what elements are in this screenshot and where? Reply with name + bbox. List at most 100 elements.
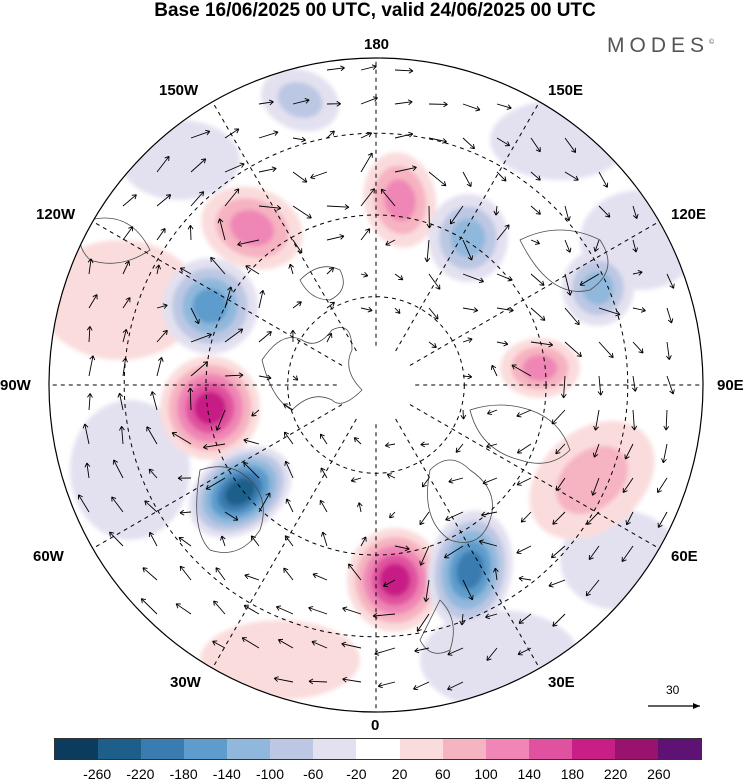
reference-vector xyxy=(648,703,700,709)
wind-arrow xyxy=(243,604,260,615)
wind-arrow xyxy=(486,443,498,449)
wind-arrow xyxy=(426,205,433,229)
wind-arrow xyxy=(175,603,192,615)
wind-arrow xyxy=(142,567,158,581)
wind-arrow xyxy=(140,598,158,615)
wind-arrow xyxy=(171,432,192,445)
wind-arrow xyxy=(530,341,554,348)
wind-arrow xyxy=(416,613,430,632)
wind-arrow xyxy=(516,545,532,554)
colorbar-tick-label: 60 xyxy=(435,766,451,782)
label-150w: 150W xyxy=(159,82,199,99)
wind-arrow xyxy=(516,409,532,418)
wind-arrow xyxy=(237,239,260,247)
wind-arrow xyxy=(394,165,417,173)
wind-arrow xyxy=(224,372,244,379)
wind-arrow xyxy=(205,477,226,490)
wind-arrow xyxy=(585,579,600,597)
wind-arrow xyxy=(111,496,124,513)
wind-arrow xyxy=(308,606,328,615)
wind-arrow xyxy=(360,96,378,105)
colorbar-swatch xyxy=(227,739,271,759)
wind-arrow xyxy=(530,307,546,321)
wind-arrow xyxy=(380,188,396,207)
wind-arrow xyxy=(530,137,541,153)
wind-arrow xyxy=(326,130,335,139)
colorbar-tick-label: -140 xyxy=(212,766,241,782)
wind-arrow xyxy=(122,328,129,343)
wind-arrow xyxy=(564,341,582,358)
wind-arrow xyxy=(550,545,566,559)
wind-arrow xyxy=(447,647,464,656)
wind-arrow xyxy=(462,137,476,150)
wind-arrow xyxy=(428,101,448,108)
wind-arrow xyxy=(385,239,396,246)
wind-arrow xyxy=(213,600,226,615)
wind-arrow xyxy=(290,329,296,343)
anomaly-contour xyxy=(582,271,614,305)
wind-arrow xyxy=(455,443,464,453)
wind-arrow xyxy=(593,239,600,252)
wind-arrow xyxy=(292,375,299,381)
wind-arrow xyxy=(624,443,634,460)
wind-arrow xyxy=(187,225,194,241)
coastline xyxy=(299,266,344,301)
wind-vectors xyxy=(77,64,675,691)
wind-arrow xyxy=(530,239,541,245)
wind-arrow xyxy=(341,641,362,649)
wind-arrow xyxy=(144,500,158,513)
wind-arrow xyxy=(551,409,566,425)
wind-arrow xyxy=(586,511,600,526)
wind-arrow xyxy=(326,267,335,275)
wind-arrow xyxy=(360,152,373,173)
wind-arrow xyxy=(598,171,609,188)
wind-arrow xyxy=(632,307,646,313)
wind-arrow xyxy=(490,364,498,377)
wind-arrow xyxy=(372,612,396,619)
wind-arrow xyxy=(190,191,205,207)
wind-arrow xyxy=(486,647,498,661)
wind-arrow xyxy=(326,65,345,72)
wind-arrow xyxy=(277,638,294,649)
wind-arrow xyxy=(88,294,98,309)
wind-arrow xyxy=(148,468,158,479)
wind-arrow xyxy=(220,535,226,547)
wind-arrow xyxy=(122,260,131,275)
wind-arrow xyxy=(224,328,244,343)
wind-arrow xyxy=(156,329,168,343)
wind-arrow xyxy=(564,205,571,222)
wind-arrow xyxy=(517,647,532,656)
graticule xyxy=(49,58,703,712)
wind-arrow xyxy=(564,137,577,153)
wind-arrow xyxy=(552,511,566,525)
wind-arrow xyxy=(591,477,600,496)
wind-arrow xyxy=(520,511,532,523)
wind-arrow xyxy=(516,443,532,454)
coastline xyxy=(519,229,609,292)
anomaly-contour xyxy=(230,209,274,247)
wind-arrow xyxy=(496,224,510,241)
wind-arrow xyxy=(428,171,447,187)
wind-arrow xyxy=(356,502,363,513)
label-90w: 90W xyxy=(0,377,31,394)
wind-arrow xyxy=(657,511,668,528)
anomaly-patch xyxy=(420,610,580,710)
wind-arrow xyxy=(447,681,464,691)
wind-arrow xyxy=(283,431,294,445)
wind-arrow xyxy=(548,579,566,588)
wind-arrow xyxy=(224,511,239,521)
wind-arrow xyxy=(423,579,430,603)
wind-arrow xyxy=(258,374,272,381)
wind-arrow xyxy=(496,103,512,110)
colorbar-tick-label: -20 xyxy=(346,766,367,782)
wind-arrow xyxy=(283,403,294,411)
colorbar-tick-label: -60 xyxy=(303,766,324,782)
modes-logo: MODES© xyxy=(607,34,715,57)
wind-arrow xyxy=(82,423,90,445)
anomaly-contour xyxy=(225,478,255,506)
label-30w: 30W xyxy=(170,674,201,691)
wind-arrow xyxy=(258,205,282,211)
coastline xyxy=(196,466,264,553)
wind-arrow xyxy=(311,640,328,649)
label-150e: 150E xyxy=(548,82,584,99)
